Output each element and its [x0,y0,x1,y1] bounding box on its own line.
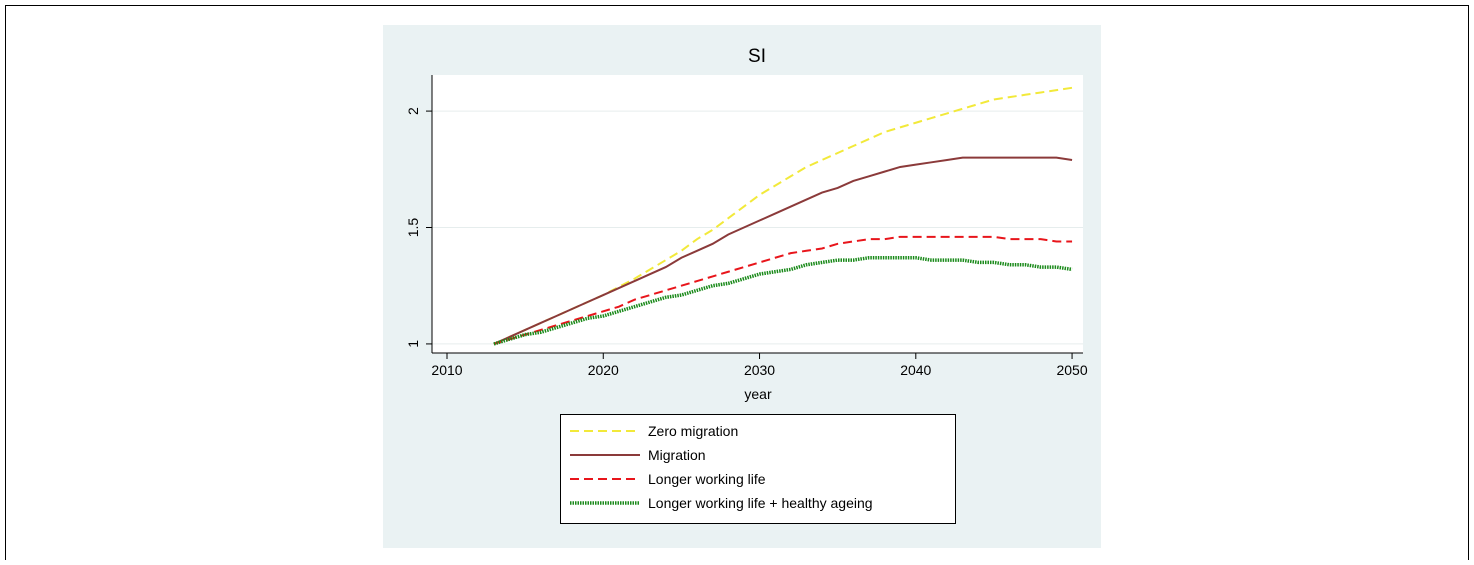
y-tick-label: 1.5 [405,218,421,238]
x-tick-label: 2040 [900,362,931,378]
series-line [493,156,1073,345]
chart-title: SI [748,46,766,67]
x-axis-title: year [744,386,772,402]
x-tick-label: 2010 [431,362,462,378]
legend [560,414,956,524]
legend-label: Longer working life [648,471,766,487]
x-tick-label: 2050 [1056,362,1087,378]
legend-label: Zero migration [648,423,738,439]
series-line [493,256,1073,346]
frame [5,5,1469,560]
plot-area [432,75,1083,353]
series-line [493,235,1073,345]
x-tick-label: 2020 [588,362,619,378]
y-tick-label: 1 [405,340,421,348]
y-tick-label: 2 [405,107,421,115]
legend-label: Migration [648,447,706,463]
legend-label: Longer working life + healthy ageing [648,495,873,511]
x-tick-label: 2030 [744,362,775,378]
